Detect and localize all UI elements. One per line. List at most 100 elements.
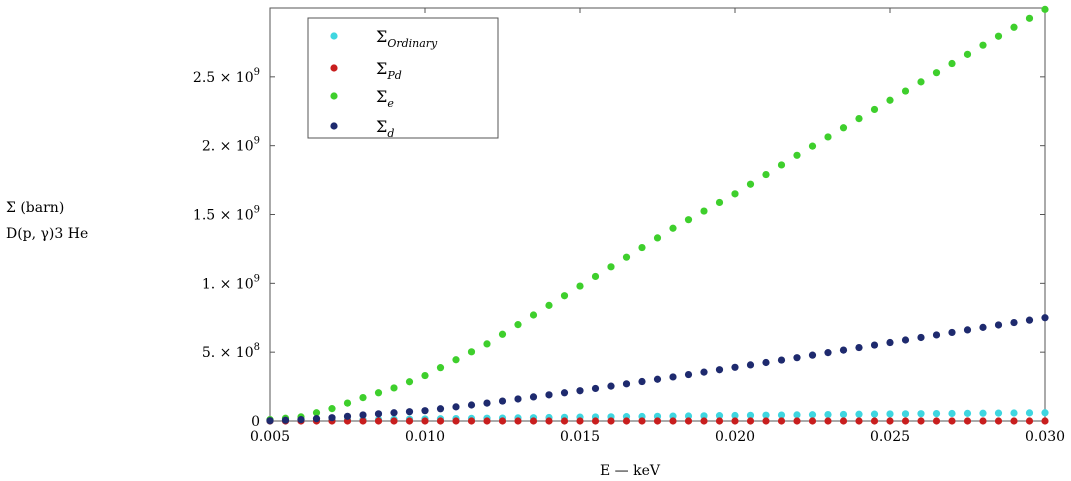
data-point [297,416,305,424]
data-point [390,417,398,425]
data-point [653,375,662,383]
y-tick-labels: 0 5. × 108 1. × 109 1.5 × 109 2. × 109 2.5 × … [193,67,260,430]
x-tick-label: 0.020 [715,429,755,445]
legend-entry: ΣOrdinary [330,27,438,50]
y-tick-label: 1.5 × 109 [193,205,260,224]
data-point [436,417,445,425]
legend-marker [330,32,338,40]
legend-marker [330,64,338,72]
data-point [390,409,398,417]
data-point [808,142,817,150]
data-point [529,417,538,425]
data-point [312,415,321,423]
data-point [762,358,770,367]
data-point [560,389,569,397]
data-point [793,411,801,419]
data-point [483,340,491,348]
data-point [436,364,445,372]
data-point [824,417,832,425]
data-point [421,371,429,380]
data-point [839,410,848,419]
data-point [467,417,476,425]
legend-label: Σd [376,117,394,140]
data-point [405,408,414,416]
data-point [777,356,786,364]
data-point [932,331,941,339]
data-point [808,351,817,359]
data-point [994,32,1003,40]
data-point [607,382,615,390]
data-point [917,410,925,418]
y-tick-label: 2.5 × 109 [193,67,260,86]
x-tick-label: 0.025 [870,429,910,445]
data-point [917,417,925,425]
data-point [560,292,569,300]
data-point [932,410,941,418]
data-point [777,411,786,419]
data-point [917,333,925,342]
data-point [932,417,941,425]
data-point [545,391,553,399]
data-point [514,417,522,425]
data-point [746,417,755,425]
x-axis-label: E — keV [600,463,661,479]
data-point [715,412,724,420]
data-point [421,417,429,425]
data-point [948,59,956,68]
legend-entry: Σd [330,117,394,140]
data-point [591,272,600,281]
data-point [932,69,941,77]
data-point [483,417,491,425]
data-point [1010,417,1018,425]
y-tick-label: 0 [251,414,260,430]
data-point [793,354,801,362]
data-point [545,417,553,425]
data-point [963,417,972,425]
data-point [901,87,910,95]
data-point [266,417,274,425]
data-point [917,78,925,86]
data-point [700,368,708,376]
data-point [793,417,801,425]
data-point [514,321,522,329]
data-point [979,323,987,331]
data-point [390,384,398,392]
data-point [839,346,848,354]
data-point [1025,14,1034,22]
data-point [638,417,646,425]
data-point [343,399,352,407]
data-point [1010,318,1018,327]
data-point [374,389,383,397]
data-point [1041,409,1049,417]
x-tick-labels: 0.005 0.010 0.015 0.020 0.025 0.030 [250,429,1065,445]
x-tick-label: 0.005 [250,429,290,445]
data-point [483,399,491,407]
data-point [855,417,863,425]
y-axis-label-line-1: Σ (barn) [6,200,64,216]
data-point [514,395,522,403]
data-point [359,393,367,402]
data-point [746,411,755,419]
data-point [498,330,507,338]
data-point [824,133,832,141]
data-point [638,243,646,252]
data-point [886,96,894,104]
data-point [979,409,987,417]
data-point [498,397,507,405]
data-point [793,151,801,159]
data-point [855,410,863,418]
data-point [374,417,383,425]
data-point [374,410,383,418]
data-point [870,410,879,418]
data-point [762,411,770,419]
data-point [591,417,600,425]
data-point [979,41,987,49]
data-point [1025,409,1034,417]
data-point [762,170,770,179]
data-point [452,356,460,364]
data-point [607,263,615,271]
data-point [1010,23,1018,31]
data-point [669,373,677,381]
legend: ΣOrdinary ΣPd Σe Σd [307,17,499,140]
data-point [808,411,817,419]
